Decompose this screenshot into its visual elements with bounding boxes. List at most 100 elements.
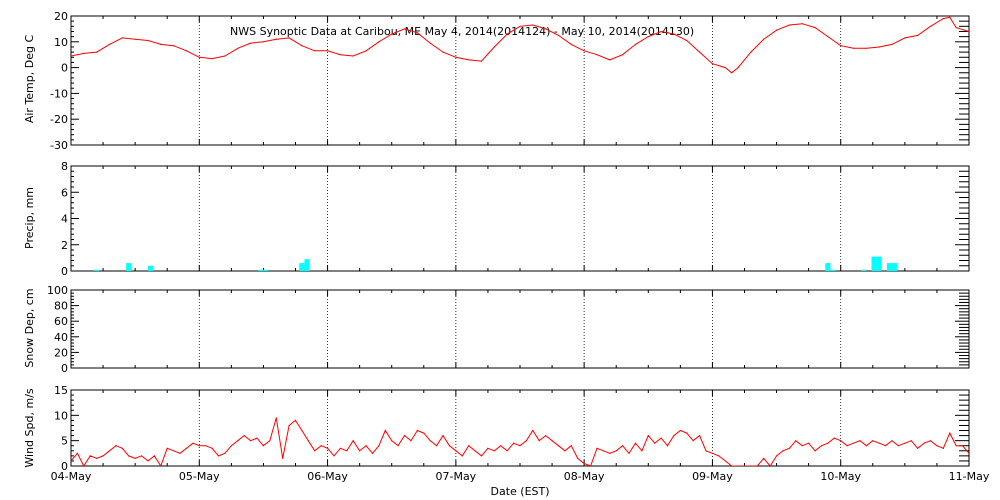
wind-speed-data-point — [602, 450, 605, 452]
air-temp-data-point — [327, 50, 329, 52]
wind-speed-data-point — [808, 442, 810, 444]
wind-speed-data-point — [160, 465, 162, 466]
air-temp-data-point — [557, 34, 560, 37]
wind-speed-data-point — [583, 462, 585, 465]
wind-speed-data-point — [904, 442, 906, 444]
wind-speed-data-point — [371, 452, 374, 454]
air-temp-data-point — [904, 37, 906, 39]
wind-speed-data-point — [448, 445, 450, 447]
wind-speed-data-point — [929, 440, 932, 442]
wind-speed-data-point — [679, 429, 682, 432]
wind-speed-data-point — [846, 445, 848, 447]
wind-speed-data-point — [262, 445, 264, 447]
air-temp-y-tick-label: -10 — [50, 87, 68, 100]
precip-bar — [861, 269, 867, 271]
air-temp-y-tick-label: -20 — [50, 113, 68, 126]
wind-speed-data-point — [525, 440, 528, 442]
wind-speed-data-point — [243, 435, 245, 437]
air-temp-data-point — [134, 38, 136, 40]
wind-speed-data-point — [962, 445, 964, 447]
precip-y-tick-label: 8 — [61, 160, 68, 173]
wind-speed-data-point — [397, 445, 399, 447]
air-temp-data-point — [391, 33, 393, 35]
wind-speed-data-point — [737, 465, 739, 466]
wind-speed-data-point — [743, 465, 746, 466]
wind-speed-data-point — [410, 440, 412, 442]
snow-depth-y-tick-label: 20 — [54, 346, 68, 359]
air-temp-data-point — [711, 63, 714, 65]
wind-speed-data-point — [71, 460, 72, 462]
wind-speed-data-point — [173, 450, 175, 452]
air-temp-data-point — [660, 30, 662, 33]
wind-speed-data-point — [121, 447, 123, 449]
wind-speed-data-point — [282, 457, 284, 459]
air-temp-data-point — [442, 51, 444, 53]
air-temp-data-point — [275, 38, 277, 40]
wind-speed-data-point — [474, 450, 476, 452]
air-temp-data-point — [647, 36, 649, 38]
air-temp-data-point — [250, 42, 252, 44]
air-temp-data-point — [763, 38, 765, 40]
air-temp-panel: Air Temp, Deg C -30 -20 -10 0 10 20 — [23, 10, 970, 152]
snow-depth-y-tick-label: 60 — [54, 315, 68, 328]
wind-speed-data-point — [269, 440, 271, 442]
wind-speed-data-point — [224, 452, 226, 454]
air-temp-data-point — [365, 50, 367, 52]
wind-speed-data-point — [275, 417, 277, 419]
snow-depth-y-tick-label: 80 — [54, 300, 68, 313]
precip-bar — [871, 256, 877, 271]
air-temp-data-point — [801, 23, 803, 25]
air-temp-data-point — [750, 51, 752, 53]
air-temp-data-point — [917, 34, 919, 37]
wind-speed-frame — [70, 389, 970, 467]
chart-title: NWS Synoptic Data at Caribou, ME May 4, … — [230, 25, 694, 38]
wind-speed-data-point — [666, 445, 669, 447]
wind-speed-data-point — [801, 445, 803, 447]
wind-speed-data-point — [378, 445, 380, 447]
air-temp-data-point — [583, 50, 585, 52]
air-temp-data-point — [416, 32, 418, 34]
precip-bar — [126, 263, 132, 271]
air-temp-data-point — [609, 59, 611, 61]
wind-speed-data-point — [756, 465, 758, 466]
wind-speed-data-point — [622, 445, 624, 447]
wind-speed-data-point — [776, 455, 778, 457]
air-temp-data-point — [776, 29, 778, 31]
wind-speed-data-point — [128, 455, 130, 457]
wind-speed-data-point — [513, 442, 515, 444]
x-tick-label: 09-May — [692, 470, 733, 483]
wind-speed-data-point — [769, 465, 771, 466]
air-temp-data-point — [71, 55, 72, 57]
wind-speed-data-point — [192, 442, 194, 444]
wind-speed-data-point — [493, 450, 495, 452]
snow-depth-y-tick-label: 40 — [54, 331, 68, 344]
air-temp-data-point — [929, 25, 932, 27]
air-temp-data-point — [865, 47, 868, 49]
wind-speed-data-point — [833, 437, 835, 439]
wind-speed-y-tick-label: 0 — [61, 460, 68, 473]
wind-speed-data-point — [519, 445, 521, 447]
air-temp-data-point — [673, 33, 675, 35]
precip-y-tick-label: 2 — [61, 239, 68, 252]
wind-speed-data-point — [891, 440, 893, 442]
wind-speed-data-point — [365, 445, 367, 447]
wind-speed-data-point — [852, 442, 855, 444]
wind-speed-data-point — [480, 455, 483, 457]
air-temp-data-point — [455, 56, 457, 58]
wind-speed-data-point — [115, 445, 117, 447]
wind-speed-data-point — [782, 450, 784, 452]
wind-speed-data-point — [917, 447, 919, 449]
wind-speed-data-point — [327, 447, 329, 449]
wind-speed-data-point — [237, 440, 239, 442]
wind-speed-data-point — [641, 450, 643, 452]
air-temp-data-point — [852, 47, 855, 49]
air-temp-data-point — [108, 43, 111, 46]
air-temp-data-point — [570, 43, 572, 46]
precip-bar — [892, 263, 898, 271]
wind-speed-data-point — [865, 445, 868, 447]
wind-speed-data-point — [942, 447, 944, 449]
air-temp-y-tick-label: 10 — [54, 36, 68, 49]
wind-speed-data-point — [147, 460, 149, 462]
wind-speed-data-point — [859, 440, 861, 442]
snow-depth-frame — [70, 289, 970, 369]
